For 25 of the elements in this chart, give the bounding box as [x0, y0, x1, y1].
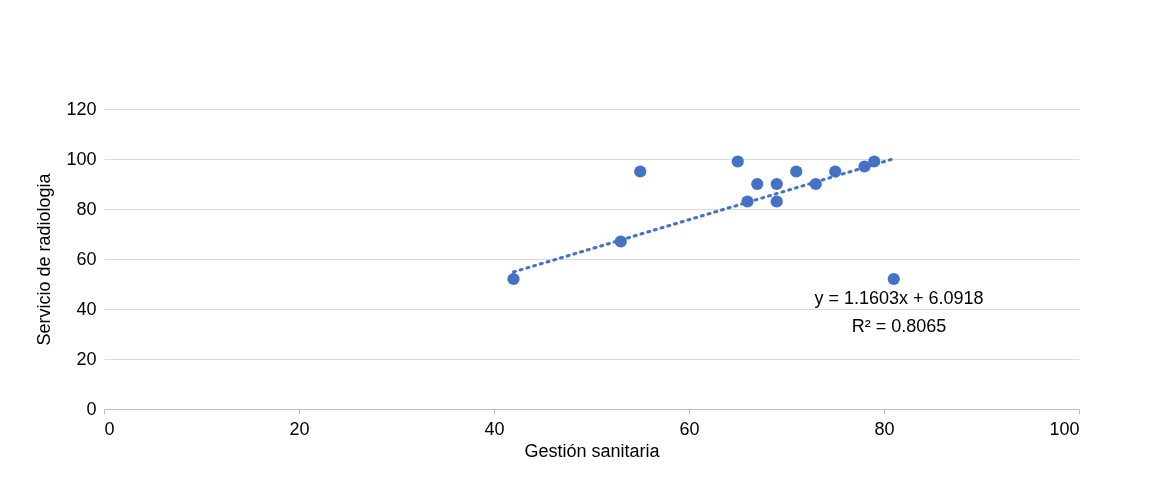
- y-tick-label: 120: [66, 98, 97, 119]
- x-tick-label: 20: [289, 418, 310, 439]
- x-tick-label: 80: [874, 418, 895, 439]
- x-axis-title: Gestión sanitaria: [524, 440, 661, 461]
- point: [887, 272, 900, 286]
- x-tick-label: 40: [484, 418, 505, 439]
- point: [790, 165, 803, 178]
- point: [770, 195, 783, 208]
- x-tick-label: 60: [679, 418, 700, 439]
- y-tick-label: 60: [76, 248, 97, 269]
- point: [770, 177, 783, 191]
- annotation: R² = 0.8065: [851, 316, 947, 336]
- point: [507, 272, 520, 286]
- y-tick-label: 20: [76, 348, 97, 369]
- point: [751, 177, 764, 191]
- y-tick-label: 40: [76, 298, 97, 319]
- annotation: y = 1.1603x + 6.0918: [814, 288, 984, 308]
- point: [731, 155, 744, 168]
- y-tick-label: 100: [66, 148, 97, 169]
- x-tick-label: 100: [1049, 418, 1080, 439]
- y-tick-label: 80: [76, 198, 97, 219]
- point: [634, 165, 647, 178]
- x-tick-label: 0: [104, 418, 115, 439]
- y-tick-label: 0: [86, 398, 97, 419]
- y-axis-title: Servicio de radiologia: [34, 172, 55, 346]
